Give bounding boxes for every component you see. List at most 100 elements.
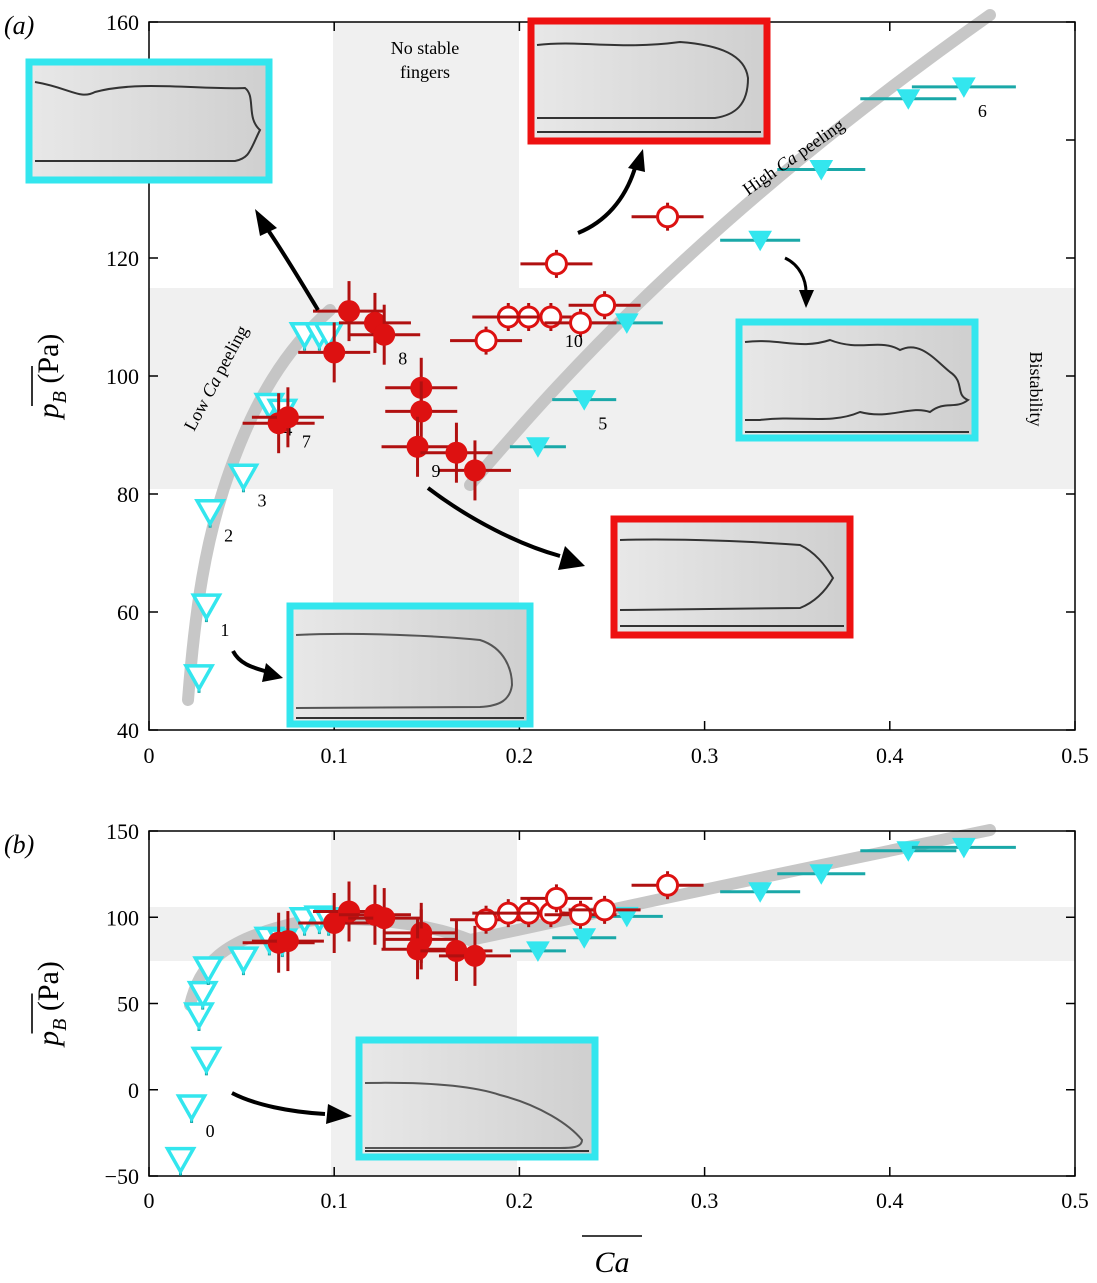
open-circle-point-b [569, 903, 593, 927]
open-triangle-point-a [190, 593, 223, 622]
arrow-to-top-center-inset [577, 149, 645, 235]
filled-circle-point-b [373, 907, 396, 930]
open-circle-point-a [656, 205, 680, 229]
panel-b-marks: 0 [164, 837, 1016, 1176]
point-number-label-a: 5 [598, 414, 607, 434]
low-ca-guide-curve [182, 304, 336, 706]
filled-circle-point-a [373, 323, 396, 346]
x-tick-label-a: 0.3 [691, 743, 719, 768]
point-number-label-b: 0 [206, 1121, 215, 1141]
open-triangle-point-a [227, 463, 260, 492]
filled-circle-point-a [410, 400, 433, 423]
filled-triangle-point-b [952, 837, 976, 859]
filled-circle-point-a [463, 459, 486, 482]
y-tick-label-b: 0 [128, 1078, 139, 1103]
point-number-label-a: 1 [220, 620, 229, 640]
filled-triangle-point-b [572, 928, 597, 949]
x-tick-label-b: 0.3 [691, 1188, 719, 1213]
open-triangle-point-b [192, 956, 225, 985]
filled-triangle-point-b [526, 941, 550, 962]
y-tick-label-a: 60 [117, 600, 139, 625]
bistability-label: Bistability [1026, 351, 1046, 426]
open-circle-point-a [474, 329, 498, 353]
y-axis-label-b: pB (Pa) [32, 961, 71, 1048]
inset-image-top-left [25, 58, 273, 184]
open-circle-point-b [474, 908, 498, 932]
point-number-label-a: 3 [257, 490, 266, 510]
y-axis-label-a: pB (Pa) [32, 334, 71, 421]
filled-circle-point-b [323, 912, 346, 934]
point-number-label-a: 10 [565, 331, 583, 351]
open-circle-point-a [544, 252, 568, 276]
panel-b-label: (b) [4, 830, 34, 859]
y-tick-label-a: 100 [106, 364, 139, 389]
filled-circle-point-b [406, 938, 429, 961]
y-tick-label-b: 50 [117, 992, 139, 1017]
inset-image-panel-b [355, 1036, 599, 1161]
filled-circle-point-a [276, 406, 299, 429]
inset-image-bistability-fingering [735, 318, 979, 442]
x-tick-label-a: 0.2 [506, 743, 534, 768]
x-tick-label-b: 0.1 [320, 1188, 348, 1213]
no-stable-fingers-label-2: fingers [400, 62, 450, 82]
filled-triangle-point-a [896, 89, 921, 110]
y-tick-label-b: −50 [105, 1164, 139, 1189]
y-tick-label-a: 160 [106, 10, 139, 35]
no-stable-fingers-label-1: No stable [391, 38, 459, 58]
filled-triangle-point-a [572, 390, 597, 411]
point-number-label-a: 6 [978, 101, 987, 121]
open-triangle-point-b [183, 1002, 216, 1031]
point-number-label-a: 2 [224, 526, 233, 546]
panel-a-label: (a) [4, 11, 34, 40]
filled-triangle-point-b [748, 882, 773, 903]
arrow-to-panel-b-inset [231, 1091, 352, 1124]
filled-triangle-point-a [526, 437, 550, 458]
point-number-label-a: 9 [432, 461, 441, 481]
open-circle-point-b [656, 873, 680, 897]
x-tick-label-b: 0.4 [876, 1188, 904, 1213]
filled-circle-point-b [276, 930, 299, 953]
filled-circle-point-a [323, 341, 346, 364]
arrow-to-top-left-inset [255, 209, 320, 312]
inset-image-bottom-center [286, 602, 534, 728]
point-number-label-a: 8 [398, 349, 407, 369]
filled-triangle-point-a [748, 230, 773, 252]
filled-circle-point-b [445, 939, 468, 962]
inset-image-mid-right [610, 515, 854, 639]
panel-a: (a) 00.10.20.30.40.5406080100120140160pB… [4, 9, 1089, 768]
y-tick-label-b: 150 [106, 819, 139, 844]
filled-triangle-point-b [809, 864, 834, 885]
open-triangle-point-b [164, 1146, 197, 1176]
open-triangle-point-b [186, 980, 219, 1010]
x-tick-label-a: 0.1 [320, 743, 348, 768]
panel-a-marks: 12345678910 [183, 77, 1016, 693]
y-tick-label-b: 100 [106, 905, 139, 930]
x-tick-label-b: 0.5 [1061, 1188, 1089, 1213]
arrow-to-bottom-center-inset [231, 649, 283, 682]
point-number-label-a: 7 [302, 431, 311, 451]
x-tick-label-a: 0.4 [876, 743, 904, 768]
arrow-to-bistability-inset [784, 256, 814, 308]
inset-image-top-center [527, 17, 771, 145]
x-axis-label: Ca [594, 1246, 629, 1279]
filled-circle-point-a [338, 300, 361, 323]
open-circle-point-a [569, 311, 593, 335]
open-circle-point-b [544, 886, 568, 910]
open-circle-point-b [593, 898, 617, 922]
filled-circle-point-a [406, 435, 429, 458]
open-circle-point-a [593, 293, 617, 317]
open-triangle-point-b [175, 1094, 208, 1123]
open-triangle-point-a [183, 664, 216, 693]
filled-circle-point-b [463, 944, 486, 967]
y-tick-label-a: 80 [117, 482, 139, 507]
open-triangle-point-b [227, 946, 260, 975]
x-tick-label-a: 0.5 [1061, 743, 1089, 768]
y-tick-label-a: 120 [106, 246, 139, 271]
y-tick-label-a: 40 [117, 718, 139, 743]
filled-triangle-point-a [809, 160, 834, 181]
x-tick-label-b: 0 [144, 1188, 155, 1213]
open-triangle-point-a [194, 498, 227, 528]
